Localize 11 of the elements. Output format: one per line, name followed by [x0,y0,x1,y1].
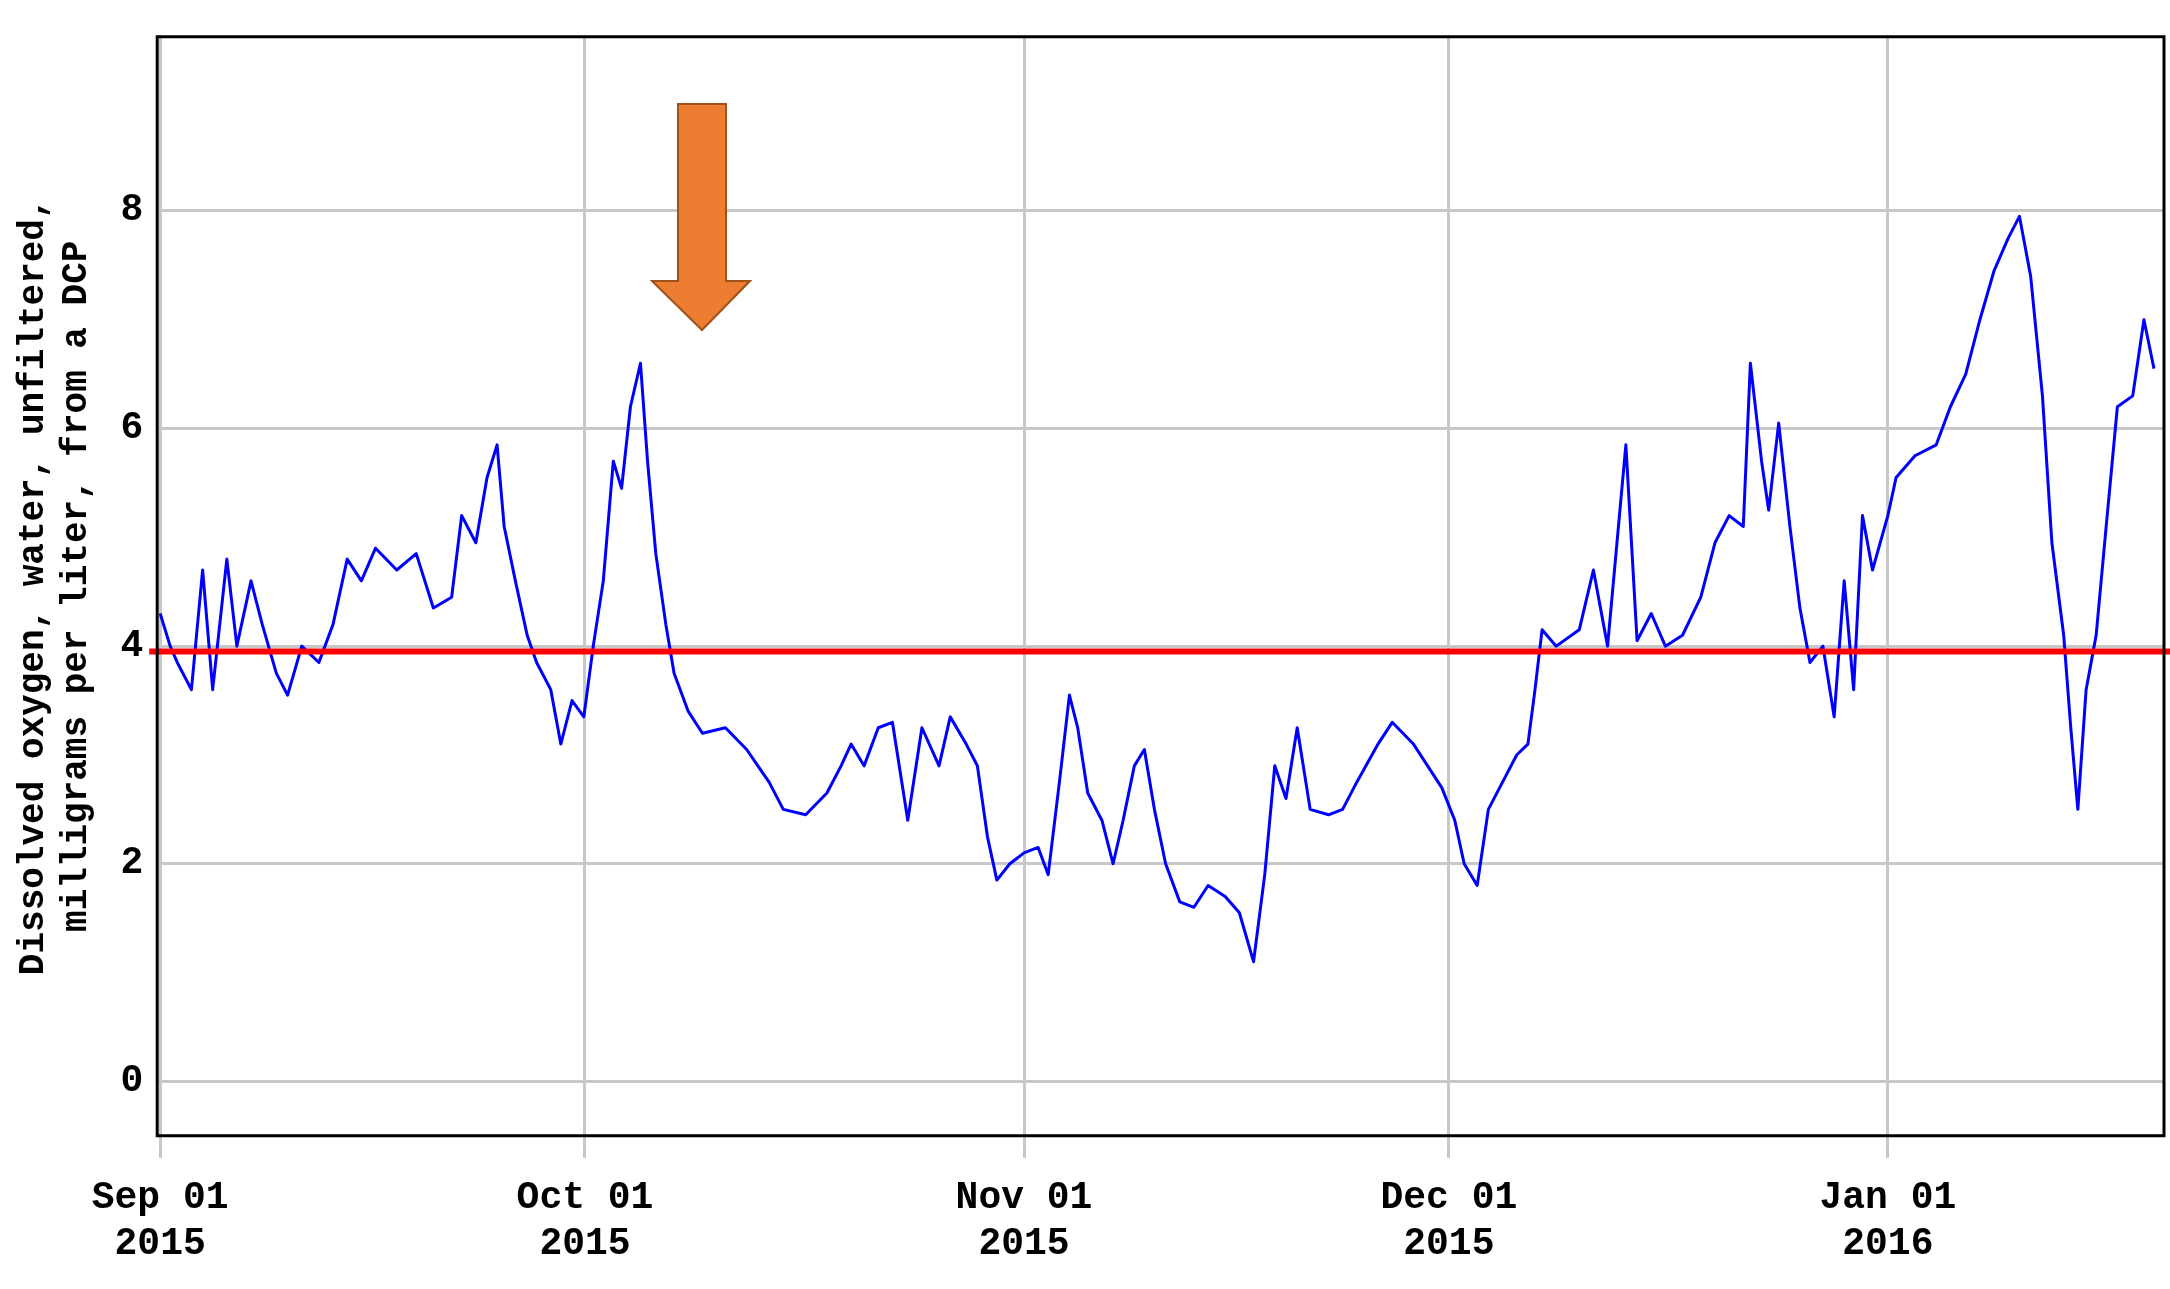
y-tick-label: 6 [120,406,144,450]
y-tick-label: 4 [120,623,144,667]
x-tick-label: Dec 01 2015 [1380,1176,1518,1265]
x-tick-label: Jan 01 2016 [1819,1176,1957,1265]
x-tick-label: Oct 01 2015 [516,1176,654,1265]
y-tick-label: 0 [120,1058,144,1102]
y-tick-label: 2 [120,841,144,885]
x-tick-label: Sep 01 2015 [91,1176,229,1265]
x-tick-label: Nov 01 2015 [955,1176,1093,1265]
y-tick-label: 8 [120,188,144,232]
y-axis-title: Dissolved oxygen, water, unfiltered, milligrams per liter, from a DCP [12,197,97,976]
